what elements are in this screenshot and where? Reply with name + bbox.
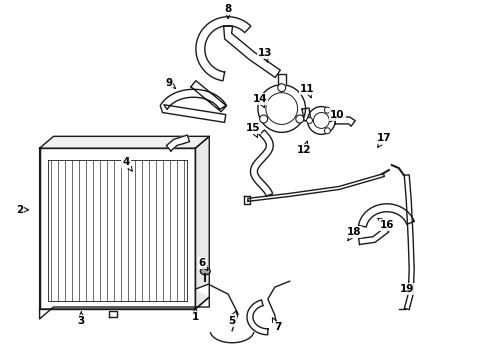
- Circle shape: [266, 93, 297, 125]
- Polygon shape: [223, 26, 280, 77]
- Text: 16: 16: [378, 218, 394, 230]
- Text: 5: 5: [228, 311, 237, 326]
- Polygon shape: [196, 17, 251, 81]
- Text: 4: 4: [122, 157, 132, 171]
- Polygon shape: [302, 108, 311, 121]
- Polygon shape: [109, 311, 117, 317]
- Circle shape: [308, 107, 335, 134]
- Text: 19: 19: [399, 284, 414, 294]
- Polygon shape: [40, 136, 209, 148]
- Text: 1: 1: [192, 308, 199, 322]
- Text: 6: 6: [199, 258, 208, 270]
- Circle shape: [278, 84, 286, 92]
- Text: 3: 3: [77, 312, 85, 326]
- Text: 10: 10: [330, 109, 344, 122]
- Circle shape: [260, 115, 268, 123]
- Polygon shape: [278, 74, 286, 85]
- Polygon shape: [404, 175, 414, 310]
- Polygon shape: [359, 204, 414, 227]
- Text: 13: 13: [258, 48, 272, 62]
- Circle shape: [314, 113, 329, 129]
- Polygon shape: [196, 281, 290, 347]
- Polygon shape: [40, 297, 209, 319]
- Text: 18: 18: [347, 226, 362, 240]
- Text: 14: 14: [252, 94, 267, 108]
- Polygon shape: [248, 174, 384, 201]
- Polygon shape: [335, 117, 355, 126]
- Text: 17: 17: [377, 133, 391, 147]
- Polygon shape: [40, 148, 196, 309]
- Circle shape: [258, 85, 306, 132]
- Polygon shape: [166, 135, 190, 151]
- Circle shape: [296, 115, 304, 123]
- Polygon shape: [247, 300, 268, 335]
- Ellipse shape: [200, 268, 210, 275]
- Text: 12: 12: [297, 141, 312, 155]
- Polygon shape: [160, 81, 226, 122]
- Polygon shape: [250, 130, 273, 196]
- Text: 2: 2: [16, 205, 28, 215]
- Text: 7: 7: [272, 318, 281, 332]
- Text: 9: 9: [165, 78, 175, 89]
- Polygon shape: [196, 136, 209, 309]
- Circle shape: [324, 128, 330, 134]
- Text: 15: 15: [245, 123, 260, 138]
- Text: 11: 11: [300, 84, 315, 98]
- Polygon shape: [359, 227, 389, 244]
- Text: 8: 8: [224, 4, 232, 18]
- Circle shape: [307, 117, 313, 123]
- Circle shape: [324, 107, 330, 113]
